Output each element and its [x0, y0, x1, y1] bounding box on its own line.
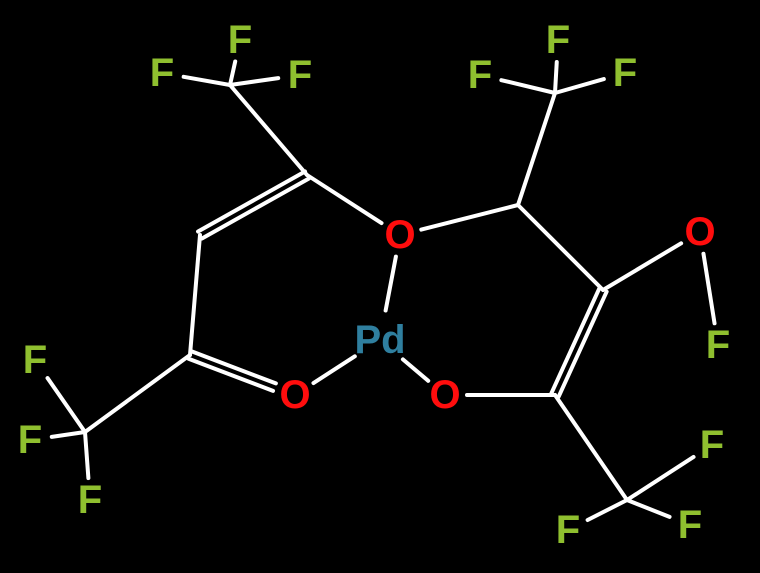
bond — [421, 205, 518, 230]
bond — [588, 500, 627, 520]
bond — [48, 378, 85, 432]
atom-f: F — [288, 53, 312, 97]
atom-f: F — [556, 508, 580, 552]
bond — [551, 288, 599, 393]
atom-o: O — [279, 373, 310, 417]
bond — [627, 457, 694, 500]
bonds-layer — [48, 61, 715, 520]
atom-f: F — [228, 18, 252, 62]
atom-f: F — [150, 51, 174, 95]
bond — [403, 359, 428, 380]
bond — [518, 93, 555, 205]
molecule-diagram: PdOOOOFFFFFFFFFFFFF — [0, 0, 760, 573]
atom-f: F — [700, 423, 724, 467]
bond — [230, 61, 235, 85]
bond — [603, 243, 681, 290]
bond — [52, 432, 85, 437]
atom-o: O — [384, 213, 415, 257]
bond — [703, 254, 714, 324]
atom-f: F — [468, 53, 492, 97]
bond — [313, 356, 354, 383]
bond — [85, 355, 190, 432]
bond — [85, 432, 88, 478]
atom-f: F — [18, 418, 42, 462]
bond — [198, 172, 305, 232]
atom-f: F — [78, 478, 102, 522]
bond — [555, 395, 627, 500]
atom-f: F — [613, 51, 637, 95]
bond — [190, 235, 200, 355]
bond — [307, 175, 382, 223]
atom-f: F — [706, 323, 730, 367]
bond — [230, 78, 278, 85]
bond — [559, 292, 607, 397]
atom-f: F — [546, 18, 570, 62]
bond — [189, 359, 273, 391]
bond — [386, 257, 396, 311]
bond — [184, 77, 230, 85]
bond — [202, 178, 309, 238]
bond — [555, 79, 604, 93]
bond — [518, 205, 603, 290]
bond — [555, 62, 557, 93]
atom-f: F — [678, 503, 702, 547]
bond — [501, 80, 555, 93]
bond — [191, 351, 275, 383]
bond — [627, 500, 670, 517]
atom-f: F — [23, 338, 47, 382]
bond — [230, 85, 307, 175]
atom-o: O — [429, 373, 460, 417]
atoms-layer: PdOOOOFFFFFFFFFFFFF — [18, 18, 730, 552]
atom-o: O — [684, 210, 715, 254]
atom-pd: Pd — [354, 318, 405, 362]
